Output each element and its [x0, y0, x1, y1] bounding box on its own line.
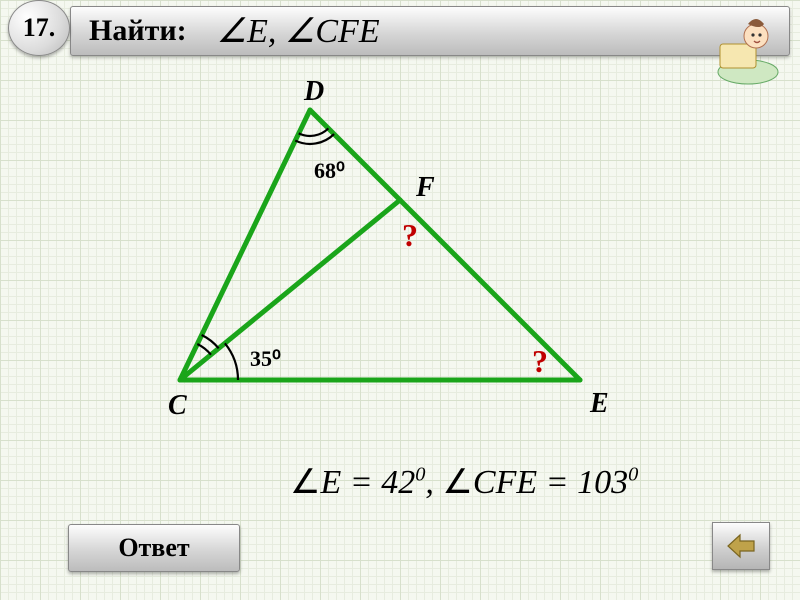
angle-arc-c — [197, 335, 238, 380]
problem-number-badge: 17. — [8, 0, 70, 56]
unknown-angle-cfe: ? — [402, 217, 418, 253]
header-formula: ∠E, ∠CFE — [217, 11, 380, 51]
problem-number: 17. — [23, 13, 56, 43]
angle-d-value: 68⁰ — [314, 158, 345, 183]
nav-back-button[interactable] — [712, 522, 770, 570]
header-prompt: Найти: — [89, 14, 187, 48]
vertex-label-d: D — [303, 80, 324, 107]
triangle-edges — [180, 110, 580, 380]
answer-button[interactable]: Ответ — [68, 524, 240, 572]
vertex-label-c: C — [168, 390, 187, 421]
back-arrow-icon — [726, 533, 756, 559]
solution-formula: ∠E = 420, ∠CFE = 1030 — [290, 462, 638, 502]
decorative-illustration — [698, 14, 786, 88]
answer-button-label: Ответ — [118, 533, 189, 563]
header-bar: Найти: ∠E, ∠CFE — [70, 6, 790, 56]
angle-c-half-value: 35⁰ — [250, 346, 281, 371]
vertex-label-e: E — [589, 388, 609, 419]
vertex-label-f: F — [415, 172, 435, 203]
geometry-figure: 68⁰ 35⁰ ? ? C D E F — [120, 80, 640, 440]
unknown-angle-e: ? — [532, 343, 548, 379]
